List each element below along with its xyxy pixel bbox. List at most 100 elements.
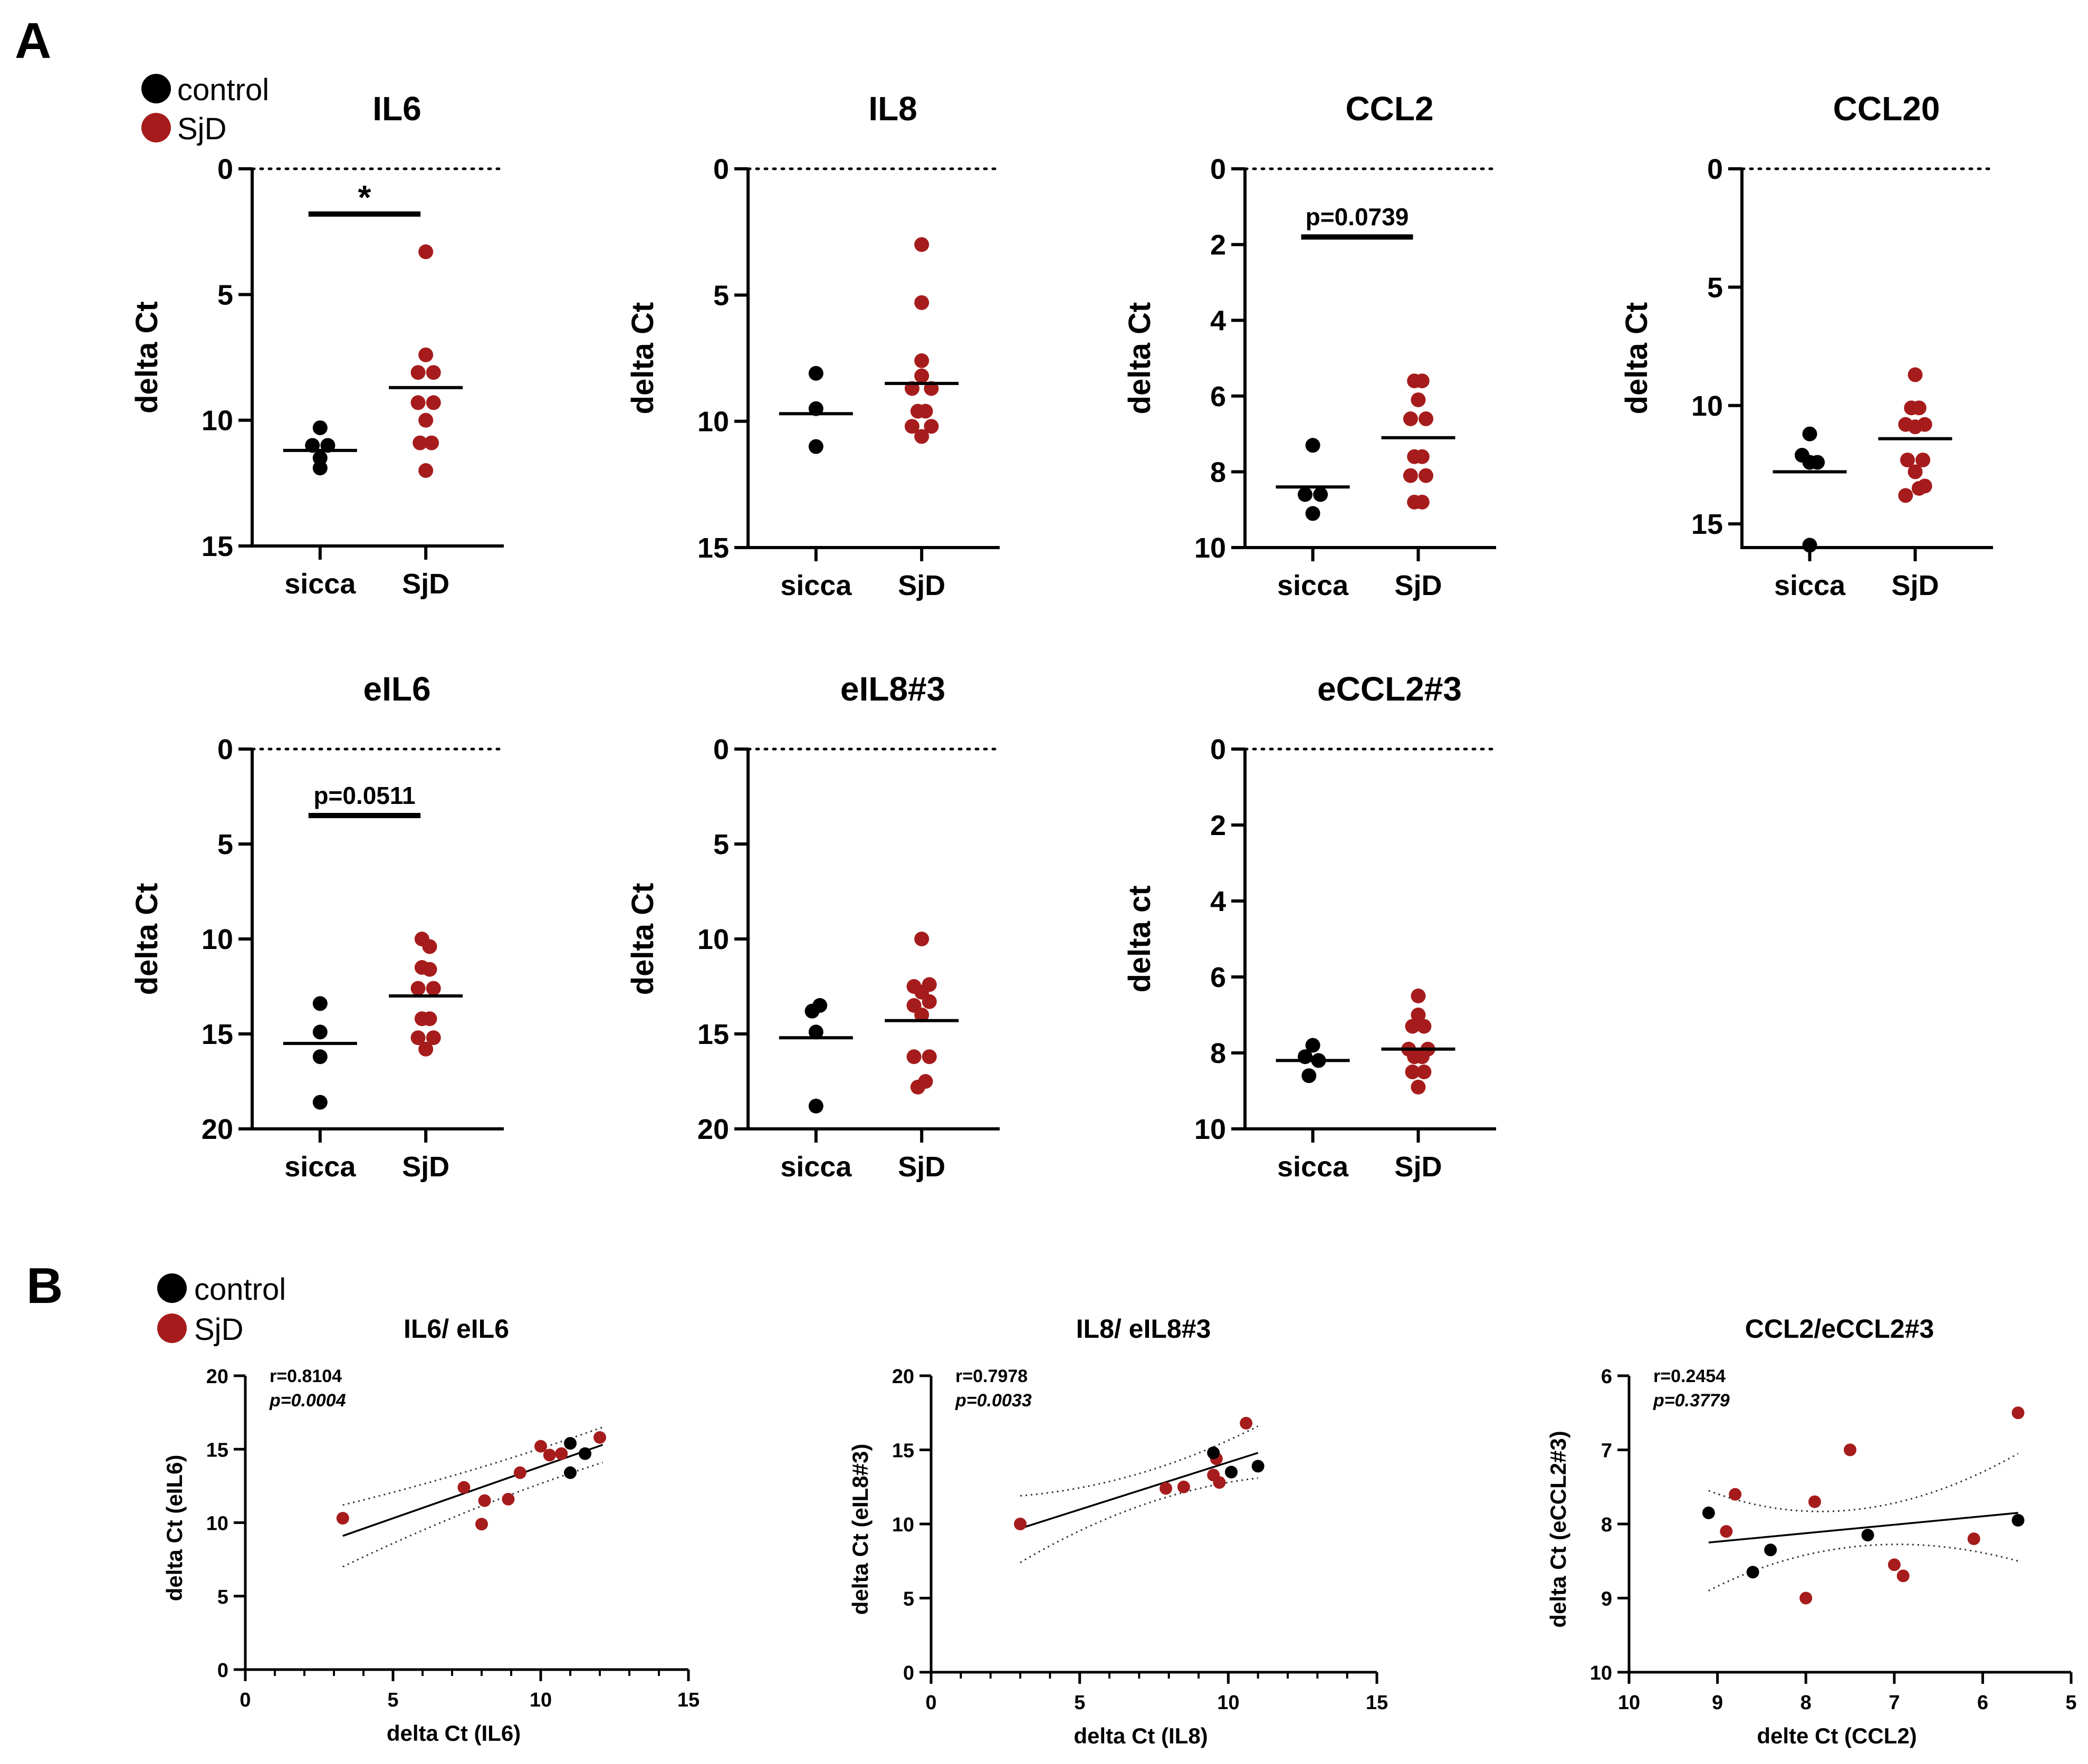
y-tick-label: 15 [206,1439,228,1461]
x-tick-label: 15 [1366,1692,1388,1714]
y-tick-label: 5 [217,829,233,860]
x-tick-label: sicca [780,1151,852,1183]
chart-title: eCCL2#3 [1317,670,1462,708]
data-point-sjd [914,237,930,252]
y-tick-label: 20 [206,1366,228,1388]
data-point-sjd [914,295,930,310]
regression-line [1020,1452,1259,1530]
chart-title: eIL6 [363,670,430,708]
significance-label: * [358,178,371,216]
data-point-sjd [1898,488,1913,503]
y-tick-label: 15 [697,1019,729,1050]
data-point-sjd [593,1431,606,1444]
x-tick-label: 10 [1217,1692,1239,1714]
data-point-sicca [312,1095,328,1110]
data-point-sjd [555,1447,568,1460]
x-tick-label: 0 [925,1692,936,1714]
data-point-sjd [422,1011,437,1027]
chart-title: IL8 [868,90,917,128]
data-point-sjd [1917,478,1932,494]
data-point-sicca [312,996,328,1011]
x-tick-label: SjD [1394,1151,1442,1183]
data-point-sjd [904,419,920,434]
y-tick-label: 20 [892,1366,914,1388]
x-tick-label: 5 [2065,1692,2076,1714]
chart-title: IL8/ eIL8#3 [1076,1314,1211,1344]
data-point-sicca [1802,426,1817,442]
y-tick-label: 0 [713,154,729,185]
y-tick-label: 15 [202,531,233,562]
x-axis-label: delte Ct (CCL2) [1757,1723,1917,1748]
data-point-sjd [502,1492,515,1506]
panel-label-a: A [15,13,51,69]
y-tick-label: 5 [1707,272,1723,303]
data-point-sicca [1305,506,1320,521]
y-tick-label: 10 [206,1513,228,1535]
legend-control-label: control [177,73,269,107]
data-point-sjd [457,1481,471,1494]
data-point-sjd [1911,400,1927,416]
data-point-sjd [1414,494,1430,510]
legend-control-dot [141,74,171,103]
y-tick-label: 0 [903,1662,914,1684]
x-tick-label: 5 [1074,1692,1085,1714]
data-point-sjd [424,435,439,450]
x-tick-label: sicca [1277,570,1349,601]
data-point-control [564,1437,577,1450]
data-point-sicca [1810,455,1825,470]
data-point-sjd [1403,411,1418,426]
data-point-sicca [1305,438,1320,453]
data-point-sicca [808,1024,823,1040]
x-tick-label: 10 [530,1689,552,1711]
y-tick-label: 8 [1601,1514,1612,1536]
data-point-sjd [1403,468,1418,483]
data-point-sjd [475,1518,488,1531]
x-tick-label: SjD [898,1151,945,1183]
data-point-sicca [1802,538,1817,553]
x-tick-label: SjD [898,570,945,601]
x-tick-label: sicca [284,1151,356,1183]
data-point-sjd [1897,1569,1910,1583]
y-tick-label: 15 [892,1440,914,1462]
data-point-sjd [1405,1065,1420,1079]
data-point-sjd [418,1041,434,1057]
chart-title: CCL2 [1345,90,1433,128]
y-tick-label: 0 [217,154,233,185]
data-point-sjd [1213,1476,1226,1489]
x-tick-label: SjD [1891,570,1939,601]
y-tick-label: 4 [1210,305,1226,337]
x-tick-label: 15 [677,1689,700,1711]
y-axis-label: delta Ct (eIL6) [162,1455,187,1602]
x-tick-label: sicca [284,568,356,600]
x-tick-label: SjD [1394,570,1442,601]
data-point-control [579,1447,591,1460]
panel-label-b: B [26,1258,63,1314]
data-point-sjd [1416,1019,1432,1034]
y-tick-label: 10 [1194,532,1226,564]
data-point-sjd [1808,1495,1821,1508]
data-point-sicca [312,1024,328,1040]
data-point-sjd [1419,411,1434,426]
data-point-control [1207,1446,1220,1460]
y-tick-label: 2 [1210,810,1226,841]
y-tick-label: 6 [1601,1366,1612,1388]
y-tick-label: 5 [217,279,233,311]
y-axis-label: delta Ct [1123,302,1157,415]
y-tick-label: 10 [892,1514,914,1536]
x-tick-label: SjD [402,568,449,600]
y-tick-label: 20 [202,1114,233,1145]
x-tick-label: 6 [1977,1692,1988,1714]
y-tick-label: 5 [713,829,729,860]
x-tick-label: SjD [402,1151,449,1183]
data-point-sjd [1177,1480,1190,1493]
y-tick-label: 5 [217,1586,228,1608]
x-tick-label: sicca [1277,1151,1349,1183]
data-point-sjd [413,435,428,450]
legend-b-sjd-dot [157,1314,187,1343]
data-point-sjd [1908,367,1923,382]
data-point-sjd [1416,1065,1432,1079]
x-tick-label: sicca [1774,570,1846,601]
x-axis-label: delta Ct (IL8) [1074,1723,1208,1748]
data-point-control [1702,1506,1715,1519]
